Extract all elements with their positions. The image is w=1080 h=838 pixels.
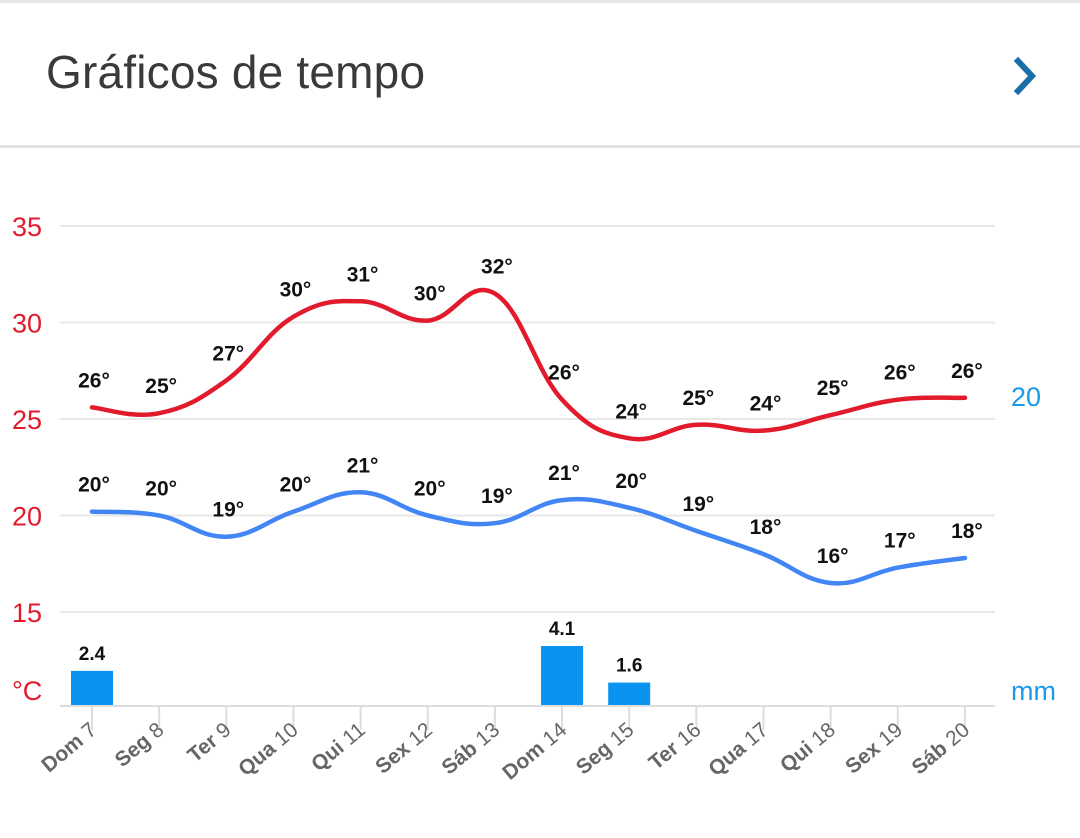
y-left-unit: °C xyxy=(12,676,42,706)
y-left-tick-label: 15 xyxy=(12,598,42,628)
precip-bar xyxy=(608,682,651,706)
min-temp-data-label: 21° xyxy=(548,462,580,485)
max-temp-data-label: 24° xyxy=(615,400,647,423)
max-temp-data-label: 30° xyxy=(280,279,312,302)
chevron-right-icon[interactable] xyxy=(1006,53,1046,99)
y-left-tick-label: 25 xyxy=(12,405,42,435)
precip-data-label: 1.6 xyxy=(616,656,642,677)
max-temp-data-label: 26° xyxy=(884,362,916,385)
max-temp-data-label: 26° xyxy=(951,360,983,383)
precip-bar xyxy=(541,646,584,706)
max-temp-data-label: 26° xyxy=(78,369,110,392)
x-tick-label: Ter 16 xyxy=(645,718,706,774)
min-temp-line xyxy=(89,490,968,586)
max-temp-data-label: 31° xyxy=(347,263,379,286)
x-tick-label: Dom 14 xyxy=(498,718,571,785)
x-tick-label: Seg 8 xyxy=(111,718,169,772)
max-temp-data-label: 25° xyxy=(145,375,177,398)
min-temp-data-label: 20° xyxy=(145,478,177,501)
y-left-tick-label: 35 xyxy=(12,212,42,242)
chart-header: Gráficos de tempo xyxy=(0,3,1080,148)
page-title: Gráficos de tempo xyxy=(46,46,426,98)
max-temp-data-label: 24° xyxy=(750,393,782,416)
x-tick-label: Qui 18 xyxy=(776,718,840,777)
min-temp-data-label: 20° xyxy=(615,470,647,493)
min-temp-data-label: 18° xyxy=(750,516,782,539)
precip-bar xyxy=(71,670,113,706)
min-temp-data-label: 20° xyxy=(78,474,110,497)
min-temp-data-label: 17° xyxy=(884,530,916,553)
x-tick-label: Sex 19 xyxy=(841,718,907,778)
x-tick-label: Ter 9 xyxy=(183,718,235,767)
precip-data-label: 4.1 xyxy=(549,619,576,640)
x-tick-label: Qui 11 xyxy=(307,718,370,776)
x-tick-label: Sex 12 xyxy=(371,718,437,778)
x-tick-label: Seg 15 xyxy=(572,718,639,779)
min-temp-data-label: 16° xyxy=(817,545,849,568)
y-left-tick-label: 20 xyxy=(12,502,42,532)
max-temp-data-label: 25° xyxy=(682,387,714,410)
min-temp-data-label: 20° xyxy=(414,478,446,501)
weather-chart: 35 30 25 20 15 °C 20 mm 2.4 4.1 1.6 26° 25° 27° 30° 31°… xyxy=(12,212,1056,785)
min-temp-data-label: 19° xyxy=(481,485,513,508)
y-right-unit: mm xyxy=(1011,676,1056,706)
max-temp-line xyxy=(89,287,968,442)
max-temp-data-label: 30° xyxy=(414,283,446,306)
top-border xyxy=(0,0,1080,3)
max-temp-data-label: 25° xyxy=(817,377,849,400)
x-tick-label: Qua 10 xyxy=(234,718,302,781)
precip-data-label: 2.4 xyxy=(79,644,106,665)
x-tick-label: Sáb 20 xyxy=(908,718,975,779)
min-temp-data-label: 19° xyxy=(682,493,714,516)
y-right-tick-label: 20 xyxy=(1011,382,1041,412)
max-temp-data-label: 26° xyxy=(548,362,580,385)
max-temp-data-label: 27° xyxy=(212,342,244,365)
min-temp-data-label: 21° xyxy=(347,454,379,477)
x-tick-label: Sáb 13 xyxy=(437,718,504,779)
x-tick-label: Qua 17 xyxy=(704,718,772,781)
min-temp-data-label: 19° xyxy=(212,499,244,522)
max-temp-data-label: 32° xyxy=(481,256,513,279)
min-temp-data-label: 20° xyxy=(280,474,312,497)
min-temp-data-label: 18° xyxy=(951,520,983,543)
y-left-tick-label: 30 xyxy=(12,309,42,339)
x-tick-label: Dom 7 xyxy=(37,718,101,777)
